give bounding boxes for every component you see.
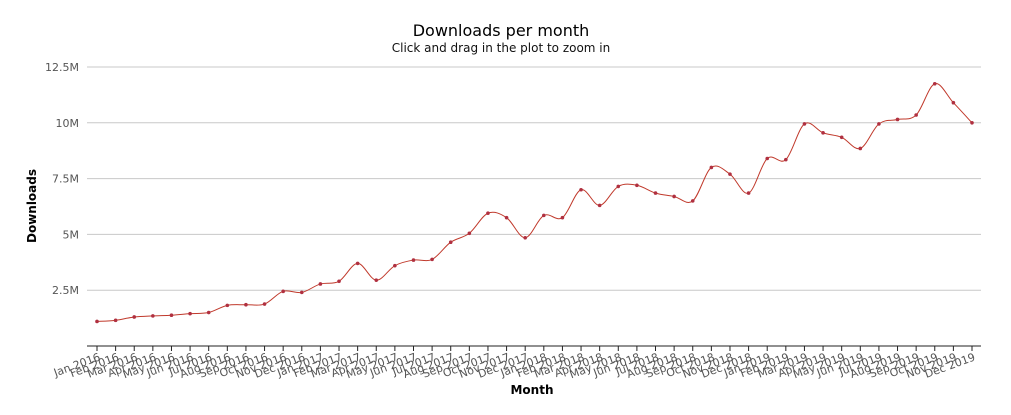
data-point[interactable] [355, 261, 360, 266]
series-line [96, 83, 973, 322]
chart-title: Downloads per month [413, 21, 590, 40]
series-markers [95, 81, 974, 324]
data-point[interactable] [746, 191, 751, 195]
data-point[interactable] [914, 113, 918, 117]
y-tick-label: 7.5M [52, 173, 79, 186]
data-point[interactable] [709, 165, 714, 170]
data-point[interactable] [411, 258, 416, 262]
data-point[interactable] [728, 172, 732, 176]
data-point[interactable] [932, 81, 937, 86]
data-point[interactable] [225, 303, 230, 308]
data-point[interactable] [821, 131, 825, 135]
y-axis-ticks: 2.5M 5M 7.5M 10M 12.5M [45, 61, 79, 297]
x-axis-label: Month [510, 383, 553, 397]
data-point[interactable] [523, 235, 527, 240]
data-point[interactable] [560, 215, 565, 220]
data-point[interactable] [504, 215, 509, 220]
data-point[interactable] [951, 100, 956, 105]
data-point[interactable] [784, 157, 788, 162]
data-point[interactable] [337, 279, 341, 284]
data-point[interactable] [616, 184, 621, 189]
data-point[interactable] [206, 310, 211, 315]
data-point[interactable] [430, 257, 434, 262]
data-point[interactable] [374, 278, 379, 282]
data-point[interactable] [299, 290, 304, 295]
data-point[interactable] [653, 191, 658, 195]
y-tick-label: 2.5M [52, 284, 79, 297]
gridlines [87, 66, 981, 291]
data-point[interactable] [579, 187, 583, 192]
data-point[interactable] [281, 289, 285, 294]
y-tick-label: 5M [63, 228, 80, 241]
data-point[interactable] [839, 135, 844, 140]
data-point[interactable] [244, 302, 248, 307]
data-point[interactable] [877, 122, 881, 126]
data-point[interactable] [467, 231, 472, 236]
data-point[interactable] [393, 263, 397, 268]
data-point[interactable] [486, 211, 490, 215]
data-point[interactable] [765, 156, 770, 161]
data-point[interactable] [95, 319, 99, 324]
data-point[interactable] [262, 302, 267, 306]
y-tick-label: 12.5M [45, 61, 79, 74]
data-point[interactable] [188, 311, 192, 316]
data-point[interactable] [597, 203, 602, 208]
data-point[interactable] [895, 117, 900, 122]
data-point[interactable] [802, 122, 807, 126]
data-point[interactable] [318, 282, 323, 286]
data-point[interactable] [635, 183, 639, 188]
data-point[interactable] [970, 121, 974, 125]
data-point[interactable] [858, 146, 863, 151]
chart-subtitle: Click and drag in the plot to zoom in [392, 41, 611, 55]
y-axis-label: Downloads [25, 169, 39, 243]
y-tick-label: 10M [56, 117, 80, 130]
data-point[interactable] [151, 314, 155, 318]
data-point[interactable] [113, 318, 118, 323]
data-point[interactable] [690, 199, 695, 203]
data-point[interactable] [169, 313, 174, 317]
data-point[interactable] [132, 315, 137, 319]
data-point[interactable] [672, 194, 676, 199]
data-point[interactable] [542, 213, 546, 218]
data-point[interactable] [448, 240, 453, 245]
